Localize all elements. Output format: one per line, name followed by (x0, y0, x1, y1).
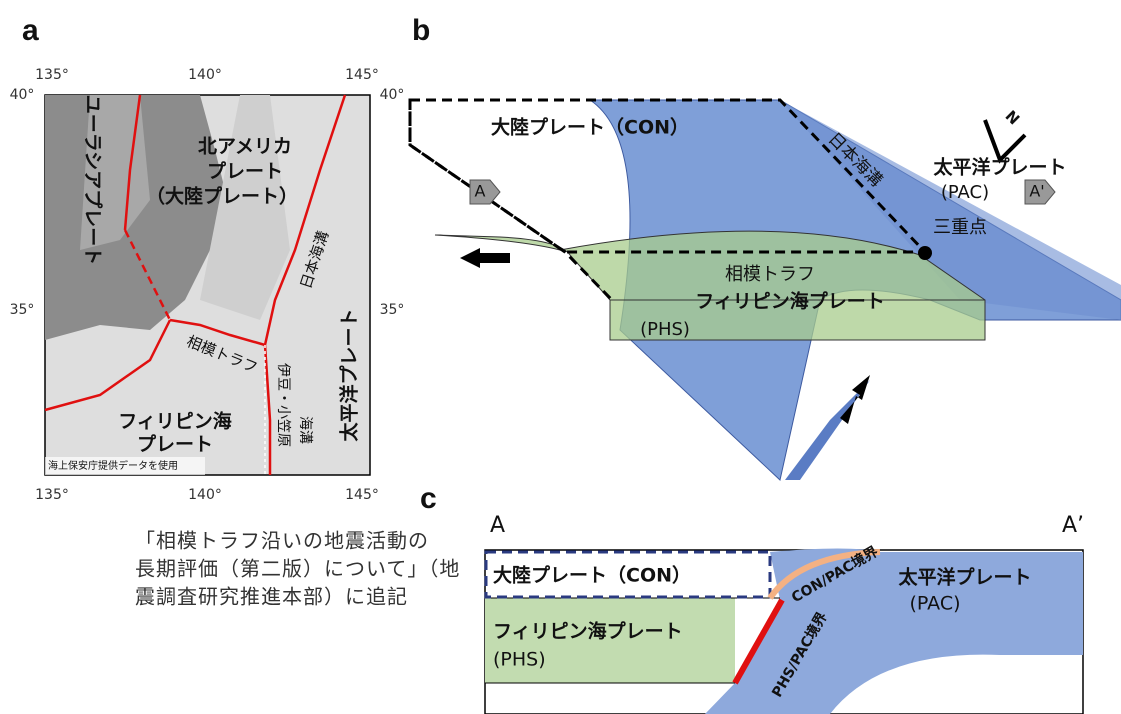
panel-label: b (412, 14, 430, 47)
tick-label: 35° (380, 302, 405, 318)
tick-label: 40° (380, 87, 405, 103)
plate-label: 大陸プレート（CON） (493, 564, 691, 587)
section-label: A’ (1062, 513, 1084, 538)
tick-label: 40° (10, 87, 35, 103)
map-credit: 海上保安庁提供データを使用 (48, 459, 178, 472)
map-label: プレート (207, 160, 283, 183)
map-label: 海溝 (297, 416, 313, 444)
map-label: 北アメリカ (198, 136, 292, 158)
map-label: 伊豆・小笠原 (275, 363, 291, 447)
map-label: プレート (137, 433, 213, 456)
caption: 震調査研究推進本部）に追記 (135, 585, 408, 609)
panel-label: c (420, 482, 437, 515)
section-label: A (475, 182, 486, 201)
plate-label: 太平洋プレート (898, 566, 1031, 589)
tick-label: 140° (188, 67, 222, 83)
point-label: 三重点 (933, 217, 987, 238)
tick-label: 135° (35, 487, 69, 503)
trough-label: 相模トラフ (725, 264, 815, 285)
plate-code: (PHS) (640, 319, 690, 340)
panel-label: a (22, 14, 39, 47)
tick-label: 145° (345, 67, 379, 83)
north-label: N (1002, 107, 1024, 129)
plate-label: 大陸プレート（CON） (491, 116, 689, 139)
plate-code: (PAC) (941, 182, 989, 203)
tick-label: 140° (188, 487, 222, 503)
map-label: 太平洋プレート (338, 308, 361, 441)
map-label: フィリピン海 (118, 410, 232, 433)
map-label: ユーラシアプレート (82, 95, 105, 266)
plate-code: (PAC) (910, 593, 961, 615)
tick-label: 145° (345, 487, 379, 503)
section-label: A (490, 513, 505, 538)
figure: a 135° 140° 145° 135° 140° 145° 40° 35° … (0, 0, 1121, 714)
section-label: A' (1029, 182, 1044, 201)
caption: 「相模トラフ沿いの地震活動の (135, 529, 429, 553)
plate-label: 太平洋プレート (933, 156, 1066, 179)
plate-label: フィリピン海プレート (493, 620, 683, 643)
tick-label: 135° (35, 67, 69, 83)
tick-label: 35° (10, 302, 35, 318)
plate-label: フィリピン海プレート (695, 290, 885, 313)
plate-code: (PHS) (493, 649, 546, 671)
caption: 長期評価（第二版）について」（地 (135, 557, 460, 581)
map-label: （大陸プレート） (146, 185, 298, 208)
